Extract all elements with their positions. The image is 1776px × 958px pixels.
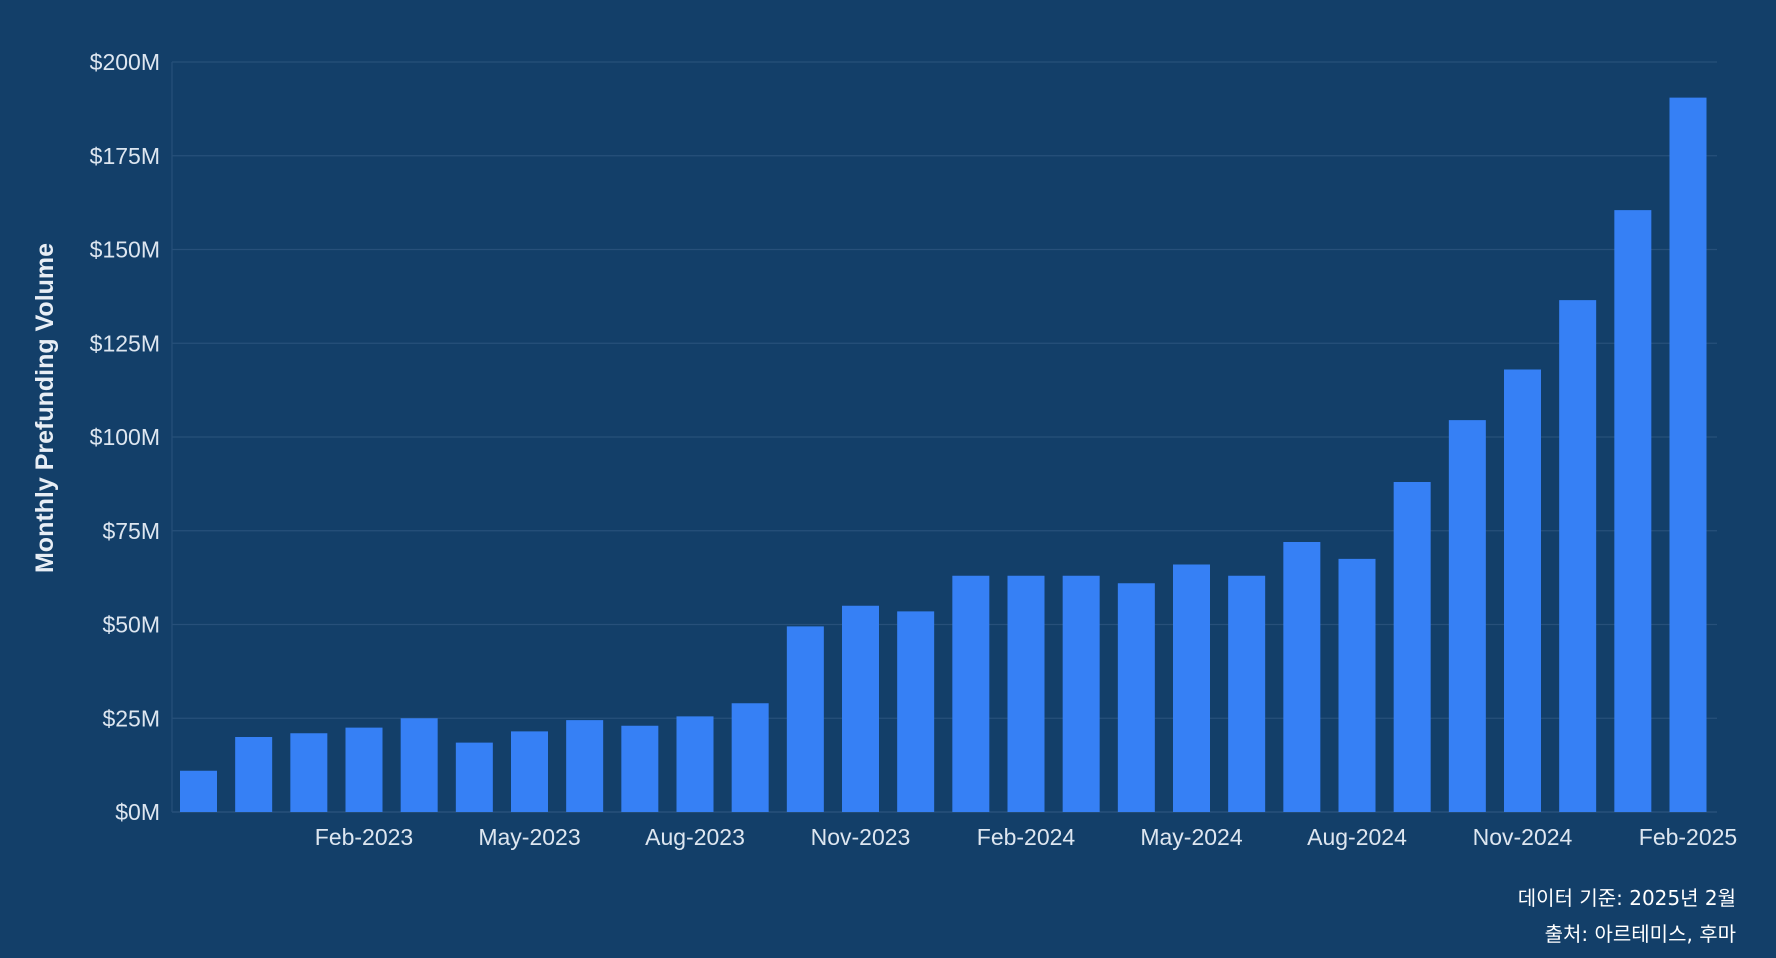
bar-jan-2024 [952, 575, 990, 812]
bar-oct-2024 [1448, 420, 1486, 812]
x-axis-ticks: Feb-2023 May-2023 Aug-2023 Nov-2023 Feb-2024… [315, 824, 1737, 850]
bar-dec-2022 [235, 737, 273, 812]
bar-sep-2024 [1393, 482, 1431, 812]
y-tick-label: $25M [102, 705, 160, 731]
x-tick-label: Aug-2023 [645, 824, 745, 850]
bar-jul-2024 [1283, 542, 1321, 812]
x-tick-label: Feb-2023 [315, 824, 413, 850]
x-tick-label: Nov-2024 [1473, 824, 1573, 850]
bar-jun-2024 [1228, 575, 1266, 812]
bar-jan-2025 [1614, 210, 1652, 812]
bar-nov-2024 [1504, 369, 1541, 812]
bar-mar-2023 [400, 718, 438, 812]
bar-may-2024 [1173, 564, 1210, 812]
bar-sep-2023 [731, 703, 769, 812]
y-axis-title: Monthly Prefunding Volume [31, 243, 59, 573]
x-tick-label: Feb-2025 [1639, 824, 1737, 850]
y-tick-label: $200M [90, 49, 160, 75]
bar-dec-2024 [1559, 300, 1597, 812]
bar-jun-2023 [566, 720, 604, 812]
bar-mar-2024 [1062, 575, 1100, 812]
y-tick-label: $125M [90, 330, 160, 356]
y-tick-label: $0M [115, 799, 160, 825]
y-tick-label: $50M [102, 612, 160, 638]
bar-apr-2023 [455, 742, 493, 812]
bar-aug-2023 [676, 716, 714, 812]
x-tick-label: May-2023 [478, 824, 580, 850]
data-date-note: 데이터 기준: 2025년 2월 [1517, 886, 1736, 910]
bar-nov-2022 [180, 770, 217, 812]
x-tick-label: Aug-2024 [1307, 824, 1407, 850]
bar-aug-2024 [1338, 558, 1376, 812]
bar-dec-2023 [897, 611, 935, 812]
y-axis-ticks: $0M $25M $50M $75M $100M $125M $150M $175M $200M [90, 49, 160, 825]
x-tick-label: Nov-2023 [811, 824, 911, 850]
bar-nov-2023 [842, 605, 879, 812]
bar-feb-2024 [1007, 575, 1045, 812]
bar-feb-2025 [1669, 97, 1707, 812]
bar-oct-2023 [786, 626, 824, 812]
y-tick-label: $175M [90, 143, 160, 169]
bar-apr-2024 [1117, 583, 1155, 812]
y-tick-label: $75M [102, 518, 160, 544]
bar-may-2023 [511, 731, 548, 812]
bar-jan-2023 [290, 733, 328, 812]
source-note: 출처: 아르테미스, 후마 [1544, 922, 1736, 946]
bars [180, 97, 1707, 812]
bar-feb-2023 [345, 727, 383, 812]
x-tick-label: Feb-2024 [977, 824, 1076, 850]
y-tick-label: $150M [90, 237, 160, 263]
bar-jul-2023 [621, 725, 659, 812]
y-tick-label: $100M [90, 424, 160, 450]
x-tick-label: May-2024 [1140, 824, 1242, 850]
